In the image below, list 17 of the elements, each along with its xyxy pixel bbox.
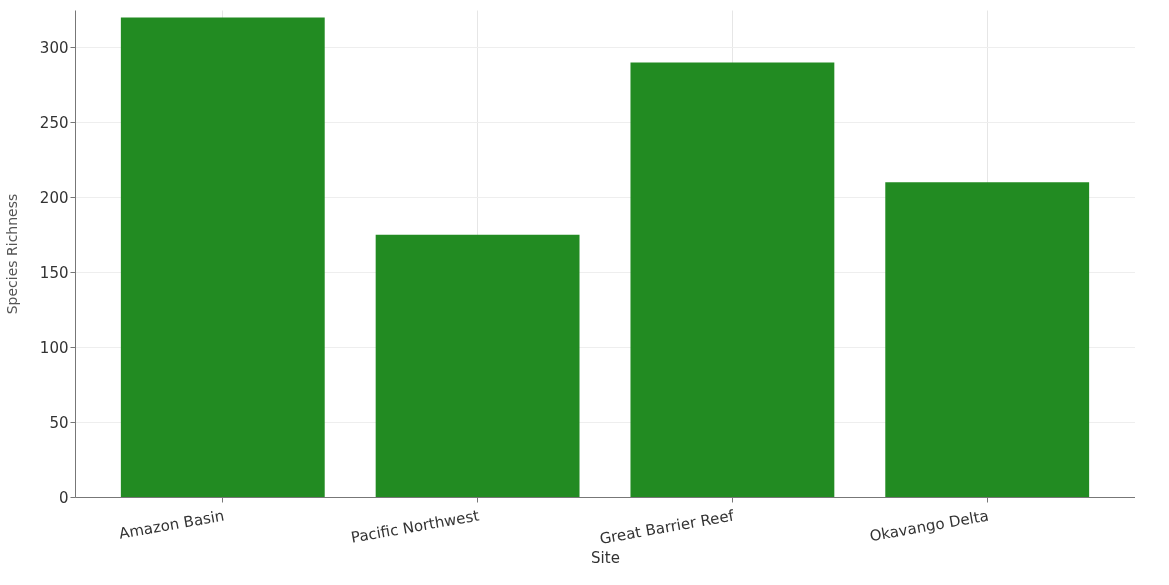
y-tick-label: 0	[58, 488, 69, 507]
bar	[375, 234, 580, 497]
x-tick-label: Great Barrier Reef	[598, 506, 736, 548]
y-tick-label: 200	[39, 188, 69, 207]
bar	[630, 62, 835, 497]
x-tick-label: Pacific Northwest	[349, 506, 481, 547]
x-axis-title: Site	[591, 548, 620, 567]
x-tick-label: Okavango Delta	[868, 506, 990, 546]
y-tick-label: 250	[39, 113, 69, 132]
y-tick-label: 50	[49, 413, 69, 432]
bar	[885, 182, 1090, 497]
y-axis-title: Species Richness	[3, 193, 20, 315]
y-tick-label: 300	[39, 38, 69, 57]
y-tick-label: 100	[39, 338, 69, 357]
bar	[120, 17, 325, 497]
y-tick-label: 150	[39, 263, 69, 282]
x-tick-label: Amazon Basin	[117, 506, 226, 543]
